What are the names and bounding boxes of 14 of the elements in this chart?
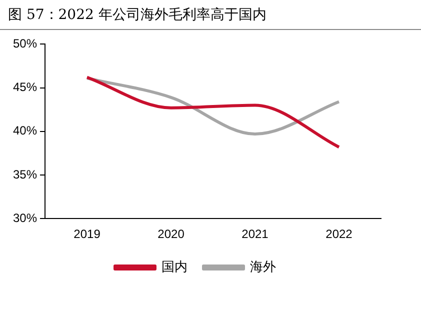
legend-label: 海外 [250, 259, 276, 274]
x-tick-label: 2020 [158, 227, 185, 242]
line-series [86, 76, 340, 149]
y-tick-label: 35% [12, 167, 38, 182]
x-tick-label: 2019 [74, 227, 101, 242]
legend-label: 国内 [162, 259, 188, 274]
y-tick-label: 45% [12, 80, 38, 94]
line-series [86, 76, 340, 136]
x-tick-label: 2022 [326, 227, 353, 242]
x-tick-label: 2021 [242, 227, 269, 242]
y-tick-label: 30% [12, 210, 38, 225]
chart-title: 图 57：2022 年公司海外毛利率高于国内 [8, 6, 266, 24]
y-tick-label: 40% [12, 124, 38, 138]
y-tick-label: 50% [12, 36, 38, 51]
